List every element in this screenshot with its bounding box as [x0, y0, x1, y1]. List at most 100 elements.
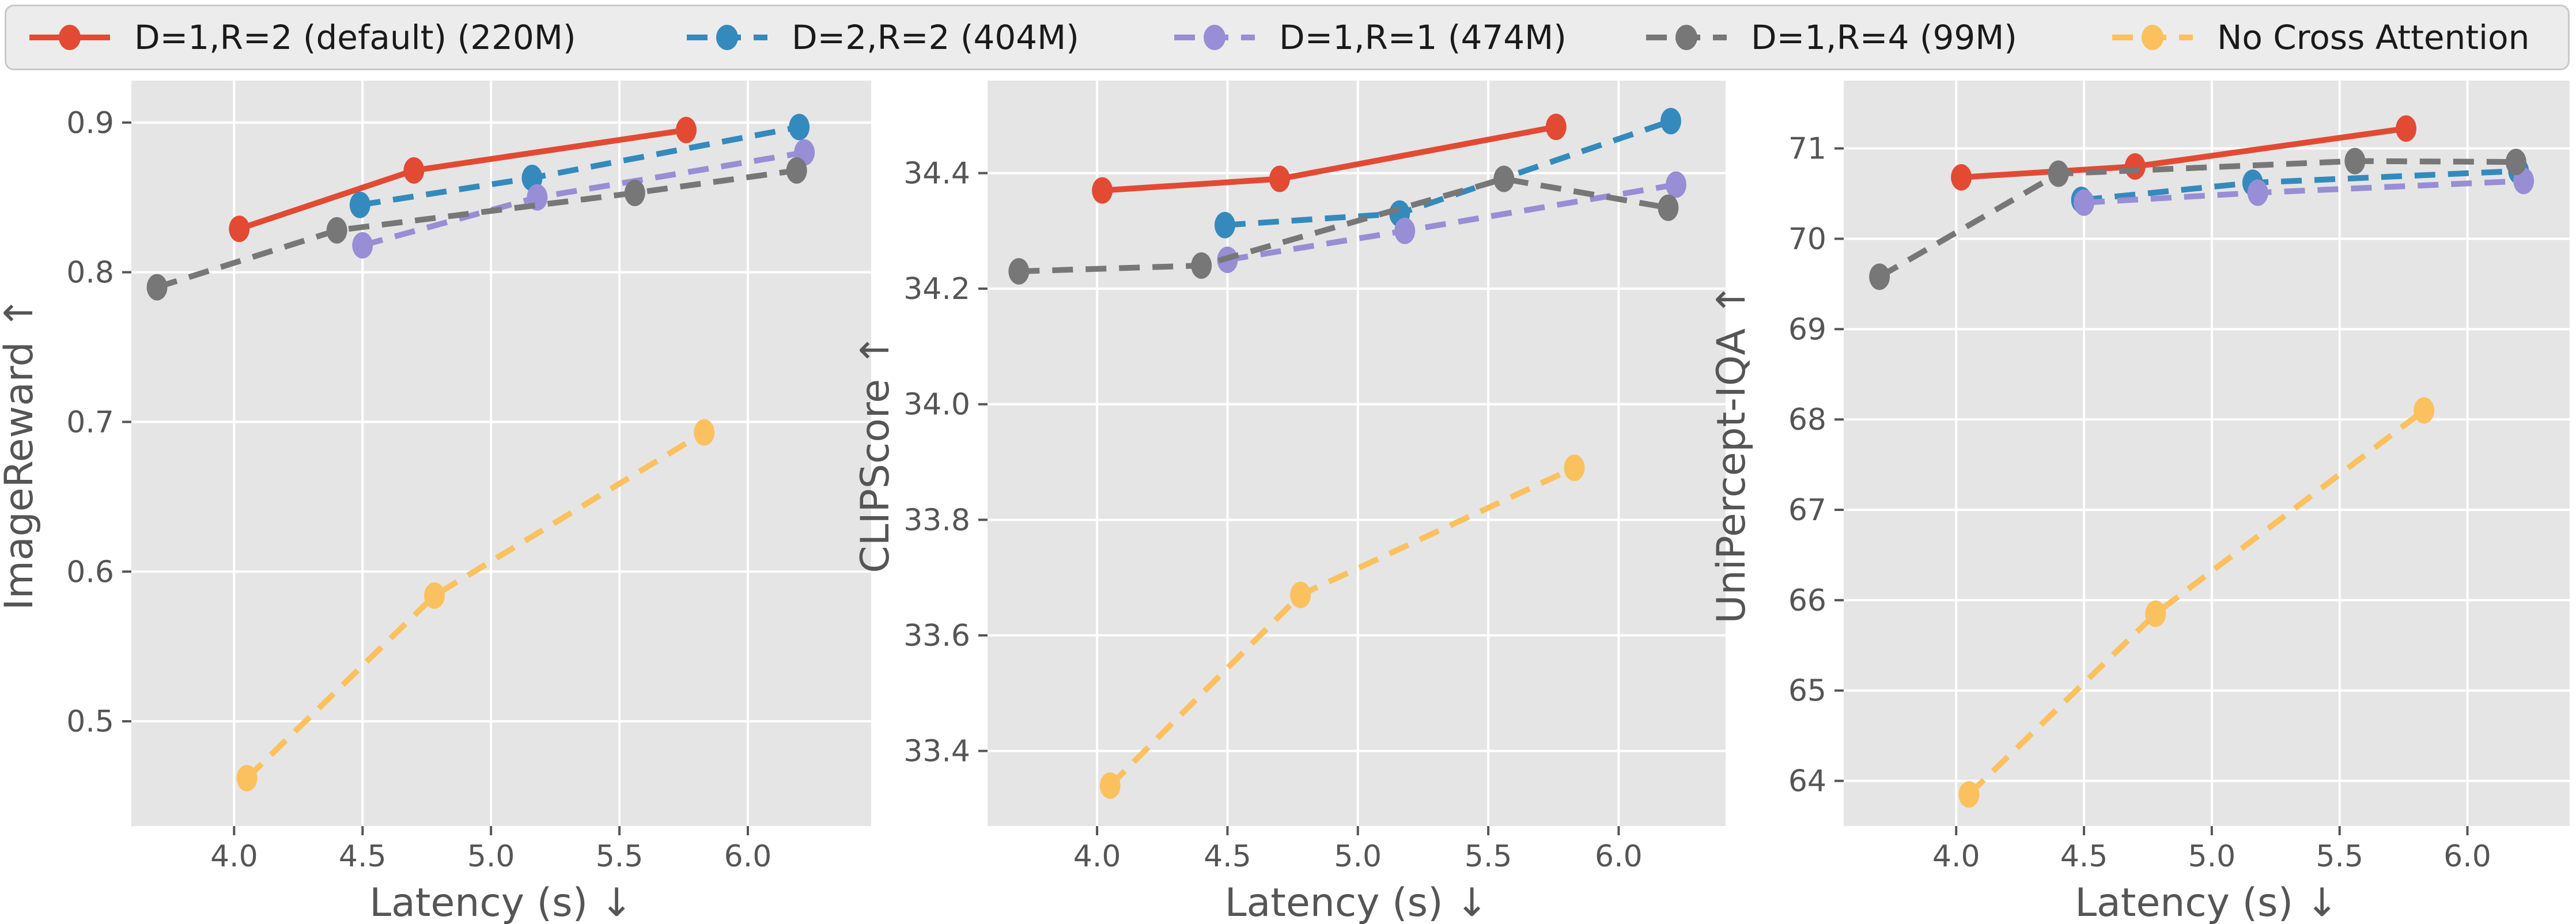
data-point	[2247, 179, 2268, 206]
data-point	[694, 419, 715, 446]
data-point	[2048, 160, 2069, 187]
x-axis-label: Latency (s) ↓	[369, 880, 633, 924]
y-tick-label: 65	[1788, 674, 1826, 709]
data-point	[236, 764, 258, 792]
x-tick-label: 4.0	[210, 839, 258, 874]
legend-marker-icon	[1646, 25, 1727, 50]
y-tick-label: 33.6	[903, 619, 970, 653]
legend-entry-d-1-r-4-99m: D=1,R=4 (99M)	[1646, 18, 2017, 57]
data-point	[1564, 455, 1585, 482]
y-tick-label: 69	[1788, 312, 1826, 347]
legend-entry-label: D=1,R=1 (474M)	[1279, 18, 1567, 57]
data-point	[1269, 165, 1290, 192]
y-axis-label: ImageReward ↑	[0, 297, 42, 611]
chart-clipscore: 4.0 4.5 5.0 5.5 6.0 33.4 33.6 33.8 34.0 34.2 34.4 L…	[853, 81, 1726, 924]
data-point	[146, 274, 168, 301]
y-tick-label: 64	[1788, 764, 1826, 799]
plot-area	[131, 81, 871, 826]
series-d-1-r-1-474m	[2074, 168, 2535, 216]
y-axis-label: UniPercept-IQA ↑	[1709, 283, 1754, 624]
data-point	[1092, 177, 1113, 204]
data-point	[624, 179, 645, 206]
x-tick-label: 4.5	[339, 839, 387, 874]
data-point	[1214, 211, 1235, 238]
data-point	[1869, 263, 1890, 290]
series-line	[1966, 408, 2426, 797]
legend-entry-label: D=1,R=2 (default) (220M)	[134, 18, 576, 57]
x-axis-label: Latency (s) ↓	[2075, 880, 2338, 924]
axis-ticks: 4.0 4.5 5.0 5.5 6.0 64 65 66 67 68 69 70 71	[1788, 132, 2491, 874]
y-tick-label: 0.5	[66, 705, 114, 739]
x-tick-label: 5.0	[1334, 839, 1382, 874]
data-point	[2414, 397, 2435, 424]
y-tick-label: 0.7	[66, 405, 114, 440]
data-point	[424, 582, 445, 609]
data-point	[786, 157, 807, 184]
x-tick-label: 5.5	[1465, 839, 1512, 874]
data-point	[1665, 171, 1686, 198]
x-tick-label: 4.0	[1073, 839, 1121, 874]
gridlines	[1844, 81, 2570, 826]
series-d-1-r-2-default-220m	[1951, 115, 2417, 191]
legend-marker-icon	[1174, 25, 1255, 50]
data-point	[2145, 600, 2166, 627]
y-tick-label: 34.0	[903, 388, 970, 422]
series-d-1-r-4-99m	[1869, 147, 2526, 290]
x-axis-label: Latency (s) ↓	[1225, 880, 1488, 924]
series-no-cross-attention	[1099, 455, 1585, 799]
gridlines	[988, 81, 1726, 826]
legend-marker-icon	[687, 25, 767, 50]
data-point	[1191, 252, 1212, 279]
series-line	[245, 430, 706, 781]
data-point	[1658, 194, 1679, 221]
x-tick-label: 5.5	[2316, 839, 2363, 874]
data-point	[2344, 147, 2366, 175]
y-tick-label: 34.4	[903, 156, 970, 191]
legend-marker-icon	[29, 25, 110, 50]
data-point	[352, 232, 373, 259]
x-tick-label: 6.0	[2443, 839, 2491, 874]
plot-area	[1844, 81, 2570, 826]
y-tick-label: 70	[1788, 222, 1826, 256]
y-tick-label: 33.4	[903, 734, 970, 769]
series-no-cross-attention	[1958, 397, 2435, 808]
series-line	[156, 167, 797, 290]
series-d-1-r-4-99m	[1008, 165, 1679, 285]
data-point	[1008, 258, 1030, 285]
data-point	[229, 215, 250, 243]
y-axis-label: CLIPScore ↑	[853, 334, 898, 573]
legend-entry-label: No Cross Attention	[2217, 18, 2530, 57]
legend-marker-icon	[2112, 25, 2193, 50]
data-point	[789, 113, 810, 141]
y-tick-label: 71	[1788, 132, 1826, 166]
axis-ticks: 4.0 4.5 5.0 5.5 6.0 0.5 0.6 0.7 0.8 0.9	[66, 106, 771, 874]
series-d-1-r-2-default-220m	[1092, 113, 1567, 204]
data-point	[2505, 149, 2526, 176]
data-point	[1493, 165, 1515, 192]
x-tick-label: 6.0	[724, 839, 772, 874]
series-no-cross-attention	[236, 419, 715, 792]
series-d-1-r-4-99m	[146, 157, 807, 301]
x-tick-label: 4.5	[1204, 839, 1251, 874]
data-point	[1958, 781, 1980, 808]
y-tick-label: 33.8	[903, 503, 970, 537]
data-point	[349, 191, 370, 218]
y-tick-label: 66	[1788, 584, 1826, 618]
y-tick-label: 0.8	[66, 256, 114, 290]
data-point	[1951, 164, 1972, 191]
legend-entry-no-cross-attention: No Cross Attention	[2112, 18, 2529, 57]
series-line	[1019, 176, 1669, 275]
legend-entry-label: D=2,R=2 (404M)	[792, 18, 1079, 57]
series-d-1-r-1-474m	[352, 139, 815, 259]
data-point	[1290, 581, 1311, 608]
data-point	[326, 217, 347, 244]
x-tick-label: 6.0	[1595, 839, 1643, 874]
y-tick-label: 67	[1788, 493, 1826, 528]
series-line	[1878, 158, 2516, 279]
legend: D=1,R=2 (default) (220M) D=2,R=2 (404M) D=…	[5, 5, 2570, 70]
data-point	[1660, 108, 1681, 135]
x-tick-label: 5.5	[596, 839, 644, 874]
plot-area	[988, 81, 1726, 826]
series-d-1-r-2-default-220m	[229, 116, 697, 243]
